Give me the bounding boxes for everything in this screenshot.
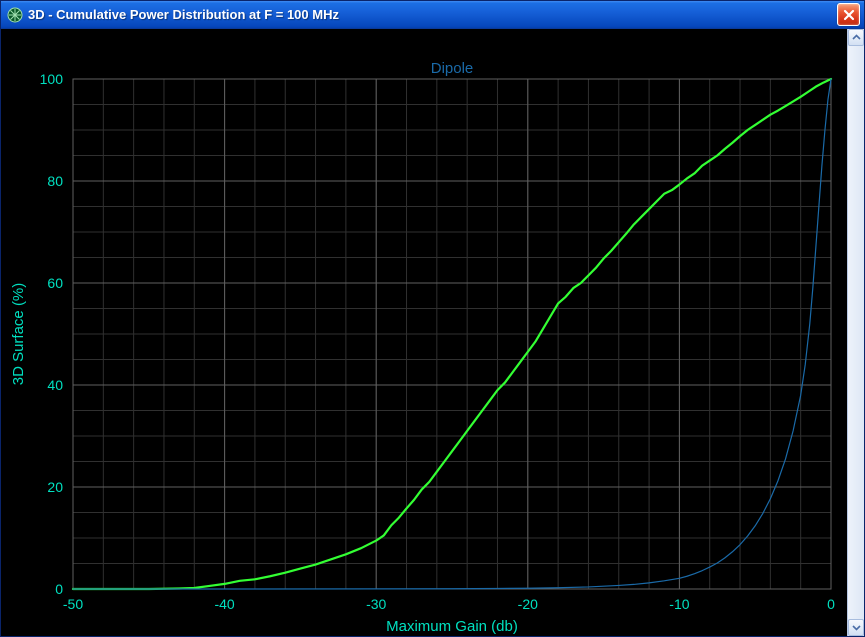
app-window: 3D - Cumulative Power Distribution at F … [0,0,865,637]
svg-text:-30: -30 [366,596,386,612]
svg-text:-20: -20 [518,596,538,612]
svg-text:80: 80 [47,173,63,189]
scroll-down-button[interactable] [848,619,864,636]
titlebar[interactable]: 3D - Cumulative Power Distribution at F … [1,1,864,29]
client-area: -50 -40 -30 -20 -10 0 0 20 40 60 80 100 Dipole Maximu… [1,29,864,636]
chart: -50 -40 -30 -20 -10 0 0 20 40 60 80 100 Dipole Maximu… [1,29,847,636]
vertical-scrollbar[interactable] [847,29,864,636]
svg-text:60: 60 [47,275,63,291]
chart-bg [1,29,847,636]
close-icon [843,9,855,21]
svg-text:0: 0 [827,596,835,612]
chart-title: Dipole [431,60,474,77]
svg-text:100: 100 [40,71,64,87]
svg-text:20: 20 [47,479,63,495]
svg-text:-10: -10 [669,596,689,612]
svg-text:-40: -40 [214,596,234,612]
window-title: 3D - Cumulative Power Distribution at F … [28,7,837,22]
chevron-down-icon [852,623,861,632]
svg-text:0: 0 [55,581,63,597]
chevron-up-icon [852,33,861,42]
app-icon [7,7,23,23]
scroll-up-button[interactable] [848,29,864,46]
close-button[interactable] [837,3,860,26]
y-axis-label: 3D Surface (%) [10,283,27,386]
svg-text:-50: -50 [63,596,83,612]
x-axis-label: Maximum Gain (db) [386,618,518,635]
svg-text:40: 40 [47,377,63,393]
plot-area: -50 -40 -30 -20 -10 0 0 20 40 60 80 100 Dipole Maximu… [1,29,847,636]
